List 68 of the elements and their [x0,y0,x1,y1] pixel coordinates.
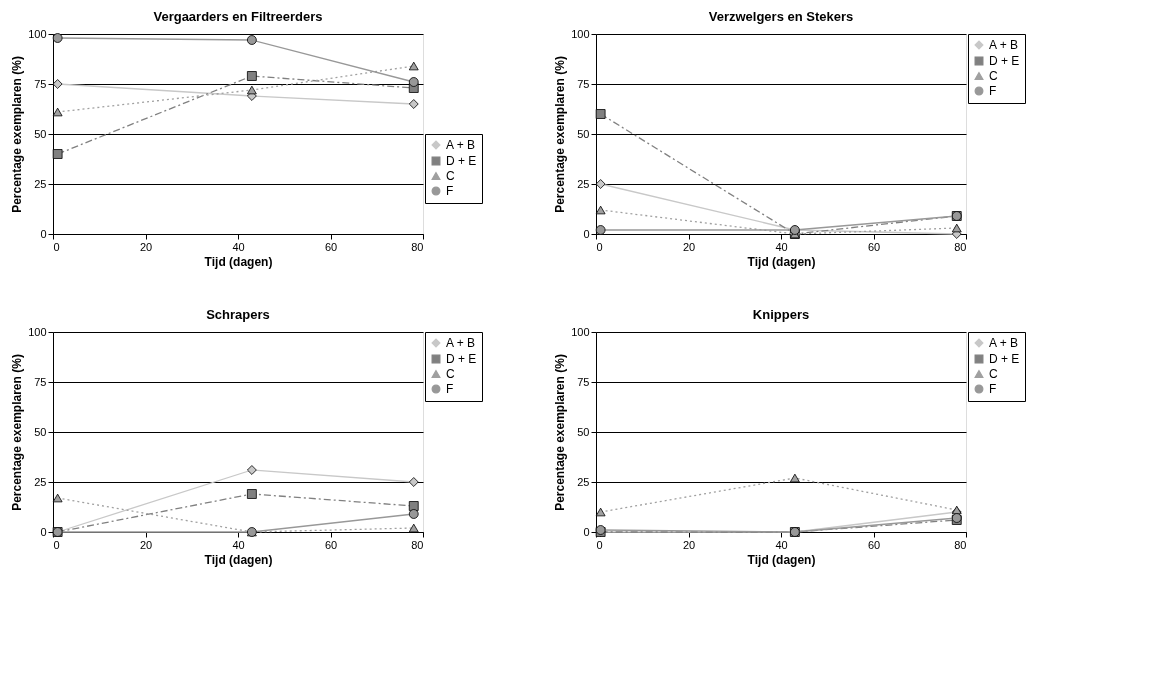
y-tick-label: 0 [583,525,590,538]
y-tick-label: 25 [577,475,590,488]
legend-label: A + B [989,38,1019,52]
x-axis-title: Tijd (dagen) [747,552,816,567]
x-axis-title: Tijd (dagen) [204,254,273,269]
legend-label: C [989,69,998,83]
y-tick-label: 25 [34,177,47,190]
x-tick-label: 80 [954,240,967,253]
x-tick-label: 60 [867,538,881,551]
x-tick-label: 60 [324,538,338,551]
legend-label: F [989,84,997,98]
y-tick-label: 50 [34,127,47,140]
x-tick-label: 40 [232,240,245,253]
y-tick-label: 100 [28,325,47,338]
y-tick-label: 25 [34,475,47,488]
legend-label: F [446,184,454,198]
legend-label: A + B [989,336,1019,350]
legend-label: D + E [446,352,477,366]
x-tick-label: 60 [324,240,338,253]
y-axis-title: Percentage exemplaren (%) [10,354,25,511]
x-tick-label: 20 [682,240,696,253]
y-tick-label: 100 [571,27,590,40]
chart-title: Knippers [752,307,810,322]
legend-label: D + E [989,54,1020,68]
x-tick-label: 0 [53,538,60,551]
y-tick-label: 75 [577,375,590,388]
x-tick-label: 80 [411,240,424,253]
x-tick-label: 40 [232,538,245,551]
x-tick-label: 40 [775,240,788,253]
y-tick-label: 50 [577,425,590,438]
x-tick-label: 40 [775,538,788,551]
y-axis-title: Percentage exemplaren (%) [553,56,568,213]
x-tick-label: 20 [139,538,153,551]
x-axis-title: Tijd (dagen) [204,552,273,567]
x-tick-label: 0 [596,538,603,551]
chart-title: Vergaarders en Filtreerders [153,9,323,24]
legend-label: D + E [989,352,1020,366]
legend-label: A + B [446,138,476,152]
y-tick-label: 50 [577,127,590,140]
y-axis-title: Percentage exemplaren (%) [553,354,568,511]
legend-label: D + E [446,154,477,168]
x-tick-label: 80 [411,538,424,551]
legend-label: F [989,382,997,396]
y-tick-label: 100 [571,325,590,338]
y-tick-label: 100 [28,27,47,40]
x-tick-label: 20 [682,538,696,551]
y-tick-label: 0 [40,525,47,538]
y-tick-label: 75 [34,77,47,90]
x-tick-label: 20 [139,240,153,253]
chart-title: Schrapers [206,307,270,322]
y-tick-label: 75 [34,375,47,388]
x-tick-label: 80 [954,538,967,551]
chart-title: Verzwelgers en Stekers [708,9,854,24]
legend-label: C [446,367,455,381]
legend-label: F [446,382,454,396]
x-tick-label: 60 [867,240,881,253]
legend-label: A + B [446,336,476,350]
y-tick-label: 50 [34,425,47,438]
y-tick-label: 0 [583,227,590,240]
legend-label: C [446,169,455,183]
x-axis-title: Tijd (dagen) [747,254,816,269]
y-tick-label: 75 [577,77,590,90]
y-axis-title: Percentage exemplaren (%) [10,56,25,213]
y-tick-label: 0 [40,227,47,240]
x-tick-label: 0 [596,240,603,253]
legend-label: C [989,367,998,381]
x-tick-label: 0 [53,240,60,253]
y-tick-label: 25 [577,177,590,190]
